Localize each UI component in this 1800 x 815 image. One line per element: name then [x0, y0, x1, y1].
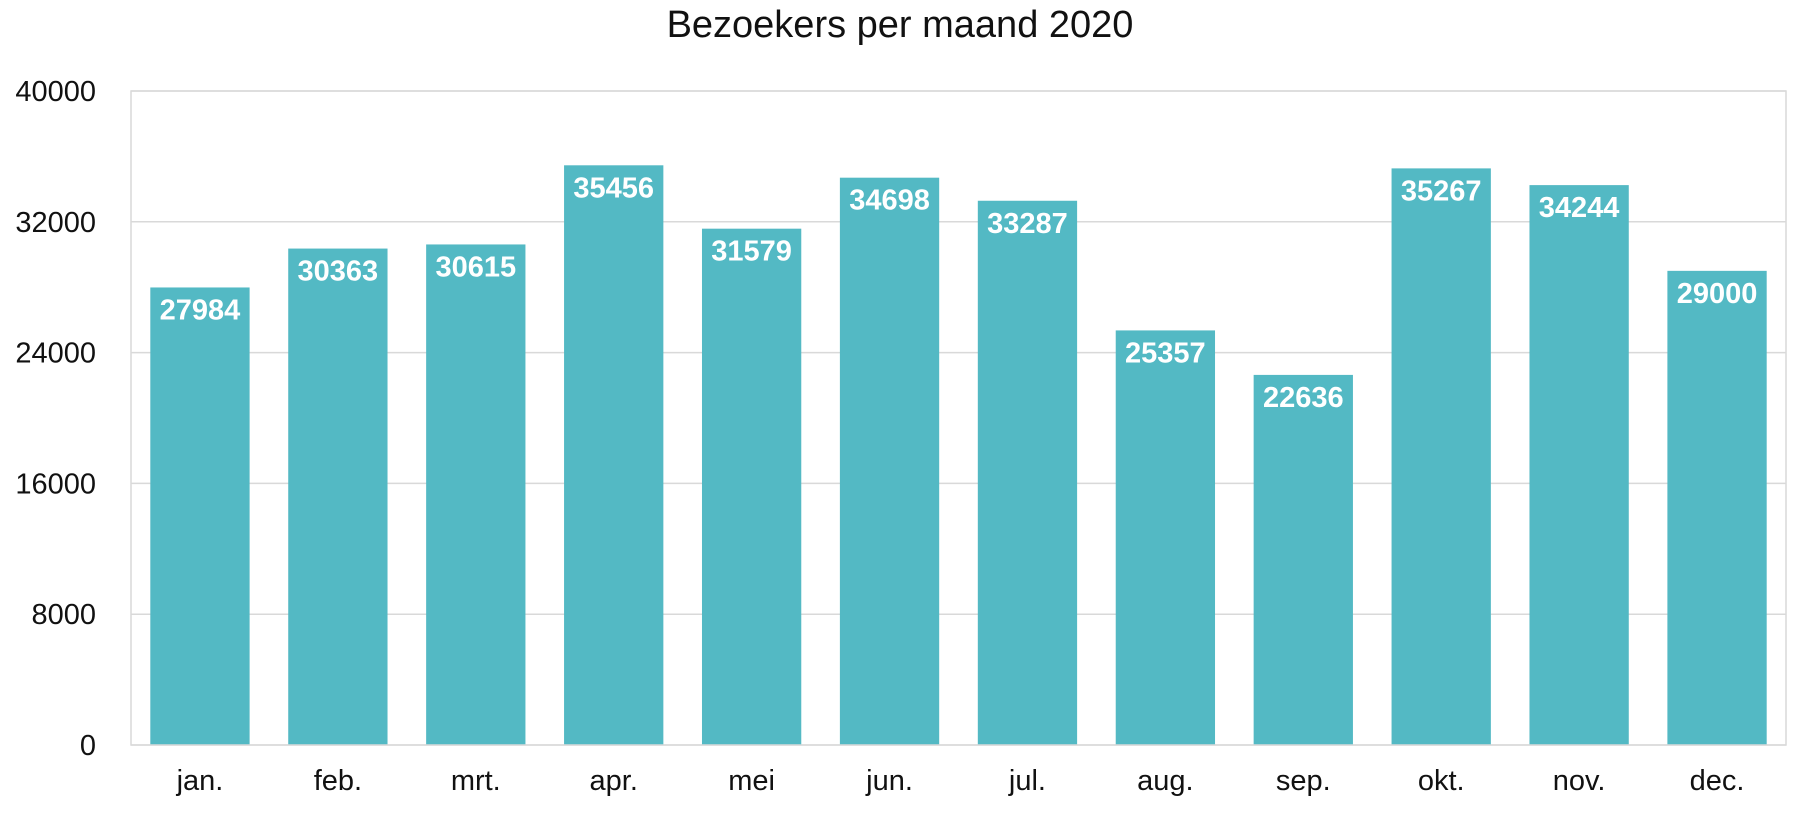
chart-title: Bezoekers per maand 2020: [666, 4, 1134, 46]
bar-value-label: 22636: [1263, 382, 1344, 414]
bar-value-label: 29000: [1677, 278, 1758, 310]
y-tick-label: 24000: [15, 338, 96, 370]
bars: [150, 165, 1767, 746]
x-axis-labels: jan. feb. mrt. apr. mei jun. jul. aug. sep. okt. n…: [176, 765, 1745, 797]
bar-2: [288, 248, 388, 746]
bar-value-label: 35456: [573, 172, 654, 204]
x-category-label: jan.: [176, 765, 224, 797]
bar-value-label: 30615: [435, 251, 516, 283]
bar-4: [564, 165, 664, 745]
bar-10: [1391, 168, 1491, 746]
bar-value-label: 33287: [987, 208, 1068, 240]
bar-11: [1529, 185, 1629, 745]
bar-3: [426, 244, 526, 745]
bar-value-label: 30363: [298, 256, 379, 288]
x-category-label: mei: [728, 765, 775, 797]
plot-frame-rect: [130, 90, 1787, 746]
bar-8: [1115, 330, 1216, 745]
plot-frame: [130, 90, 1787, 746]
bar-7: [977, 200, 1078, 745]
bar-6: [839, 177, 940, 746]
bar-1: [150, 287, 250, 745]
x-category-label: nov.: [1553, 765, 1606, 797]
x-category-label: okt.: [1418, 765, 1465, 797]
bar-value-label: 25357: [1125, 337, 1206, 369]
bar-5: [701, 228, 802, 745]
bar-12: [1667, 270, 1767, 745]
bar-9: [1253, 374, 1353, 745]
x-category-label: jun.: [865, 765, 913, 797]
x-category-label: apr.: [590, 765, 638, 797]
x-category-label: feb.: [314, 765, 362, 797]
bar-value-label: 34244: [1539, 192, 1620, 224]
y-tick-label: 40000: [15, 76, 96, 108]
y-tick-label: 16000: [15, 468, 96, 500]
x-category-label: mrt.: [451, 765, 501, 797]
bar-value-label: 27984: [160, 294, 241, 326]
x-category-label: dec.: [1690, 765, 1745, 797]
x-category-label: sep.: [1276, 765, 1331, 797]
data-labels: 27984 30363 30615 35456 31579 34698 33287 25357…: [160, 172, 1758, 414]
y-axis-ticks: 0 8000 16000 24000 32000 40000: [15, 76, 96, 762]
y-tick-label: 0: [80, 730, 96, 762]
y-tick-label: 8000: [31, 599, 96, 631]
x-category-label: jul.: [1008, 765, 1046, 797]
x-category-label: aug.: [1137, 765, 1193, 797]
bar-value-label: 31579: [711, 236, 792, 268]
bar-value-label: 35267: [1401, 175, 1482, 207]
bar-value-label: 34698: [849, 185, 930, 217]
y-tick-label: 32000: [15, 207, 96, 239]
